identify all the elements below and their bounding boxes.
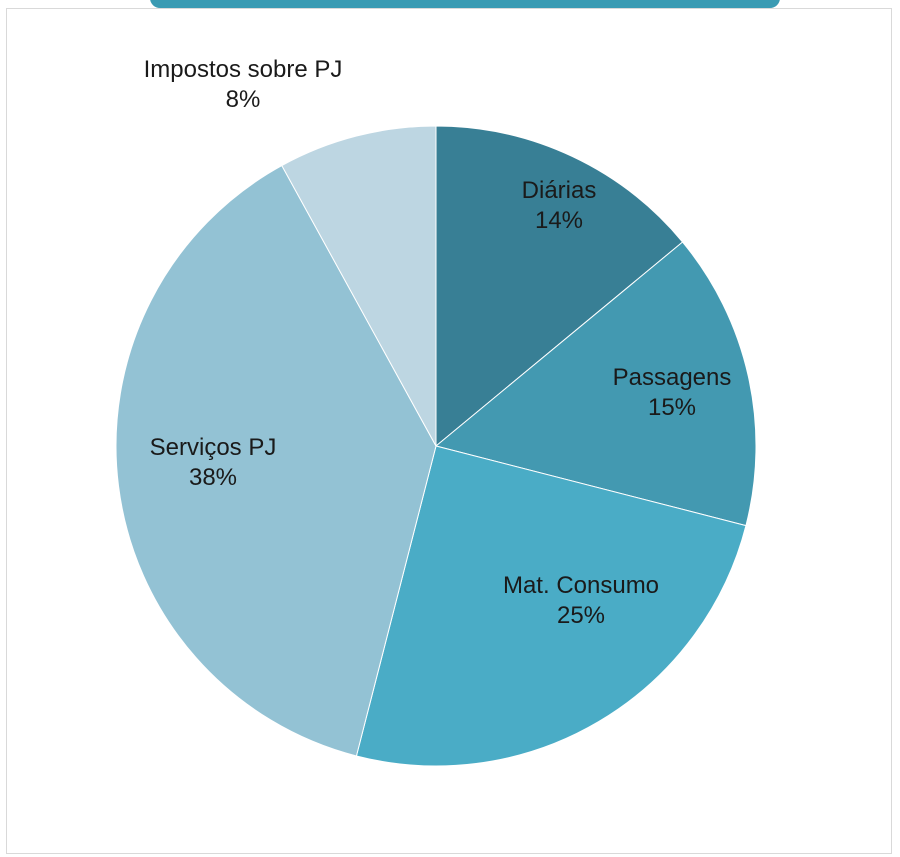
pie-slice-servicos-pj: [115, 164, 437, 757]
slice-category-label: Mat. Consumo: [503, 572, 659, 599]
pie-slice-impostos-sobre-pj: [281, 125, 437, 447]
pie-slice-mat-consumo: [355, 445, 747, 767]
pie-slice-passagens: [434, 241, 757, 527]
slice-label-servicos-pj: Serviços PJ 38%: [150, 434, 277, 491]
slice-label-diarias: Diárias 14%: [522, 177, 597, 234]
slice-percent-label: 14%: [535, 207, 583, 234]
chart-title-strip: [0, 0, 900, 18]
chart-title-fragment: [150, 0, 780, 8]
pie-labels: Diárias 14% Passagens 15% Mat. Consumo 25% Ser…: [144, 56, 732, 629]
slice-percent-label: 25%: [557, 602, 605, 629]
slice-percent-label: 8%: [226, 86, 261, 113]
slice-label-impostos-sobre-pj: Impostos sobre PJ 8%: [144, 56, 343, 113]
slice-label-mat-consumo: Mat. Consumo 25%: [503, 572, 659, 629]
slice-category-label: Diárias: [522, 177, 597, 204]
slice-category-label: Impostos sobre PJ: [144, 56, 343, 83]
slice-percent-label: 38%: [189, 464, 237, 491]
slice-category-label: Passagens: [613, 364, 732, 391]
slice-category-label: Serviços PJ: [150, 434, 277, 461]
slice-percent-label: 15%: [648, 394, 696, 421]
slice-label-passagens: Passagens 15%: [613, 364, 732, 421]
pie-slice-diarias: [435, 125, 684, 448]
pie-slices: [115, 125, 757, 767]
